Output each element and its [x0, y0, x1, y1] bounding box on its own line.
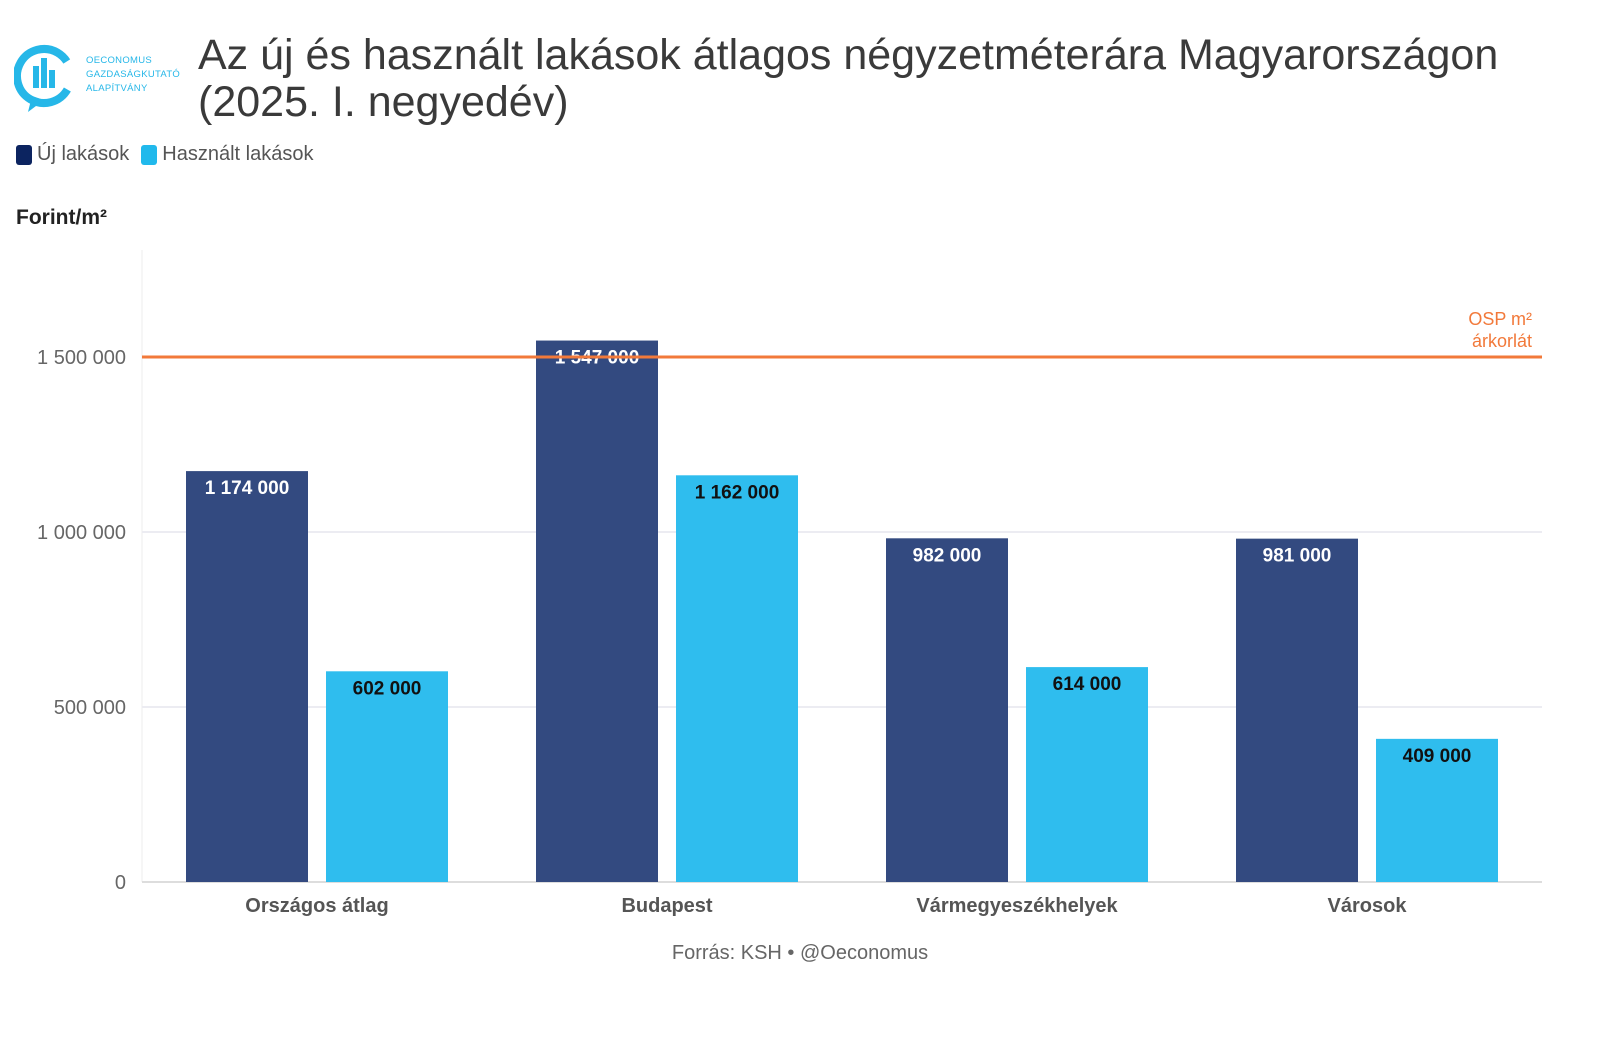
x-category-label: Országos átlag — [245, 895, 388, 917]
price-cap-label: OSP m² — [1468, 309, 1532, 329]
legend-item-used: Használt lakások — [141, 143, 313, 166]
y-axis-unit-label: Forint/m² — [16, 206, 107, 229]
logo-emblem-icon — [13, 45, 75, 112]
y-tick-label: 500 000 — [54, 697, 126, 719]
bar-value-label: 409 000 — [1403, 746, 1472, 767]
y-tick-label: 0 — [115, 872, 126, 894]
legend-label-new: Új lakások — [37, 143, 130, 165]
bar — [886, 538, 1008, 882]
bar — [186, 471, 308, 882]
x-category-label: Városok — [1328, 895, 1408, 917]
bar-value-label: 614 000 — [1053, 674, 1122, 695]
price-cap-label: árkorlát — [1472, 331, 1532, 351]
y-tick-label: 1 500 000 — [37, 347, 126, 369]
oeconomus-logo: OECONOMUS GAZDASÁGKUTATÓ ALAPÍTVÁNY — [13, 40, 184, 120]
legend-label-used: Használt lakások — [162, 143, 314, 165]
bar — [1376, 738, 1498, 882]
chart-title: Az új és használt lakások átlagos négyze… — [198, 31, 1499, 126]
bar-value-label: 1 162 000 — [695, 482, 780, 503]
legend-swatch-new — [16, 144, 32, 165]
bar-value-label: 982 000 — [913, 545, 982, 566]
bar-value-label: 981 000 — [1263, 546, 1332, 567]
bar — [326, 671, 448, 882]
y-tick-label: 1 000 000 — [37, 522, 126, 544]
bar-value-label: 602 000 — [353, 678, 422, 699]
legend-swatch-used — [141, 144, 158, 165]
logo-text: OECONOMUS GAZDASÁGKUTATÓ ALAPÍTVÁNY — [86, 55, 181, 94]
legend: Új lakások Használt lakások — [16, 143, 313, 166]
bar — [1236, 538, 1358, 882]
bar — [676, 475, 798, 882]
bar — [1026, 667, 1148, 882]
legend-item-new: Új lakások — [16, 143, 129, 166]
bar — [536, 340, 658, 882]
x-category-label: Budapest — [621, 895, 712, 917]
bar-value-label: 1 174 000 — [205, 478, 290, 499]
source-note: Forrás: KSH • @Oeconomus — [671, 942, 929, 964]
x-category-label: Vármegyeszékhelyek — [916, 895, 1118, 917]
